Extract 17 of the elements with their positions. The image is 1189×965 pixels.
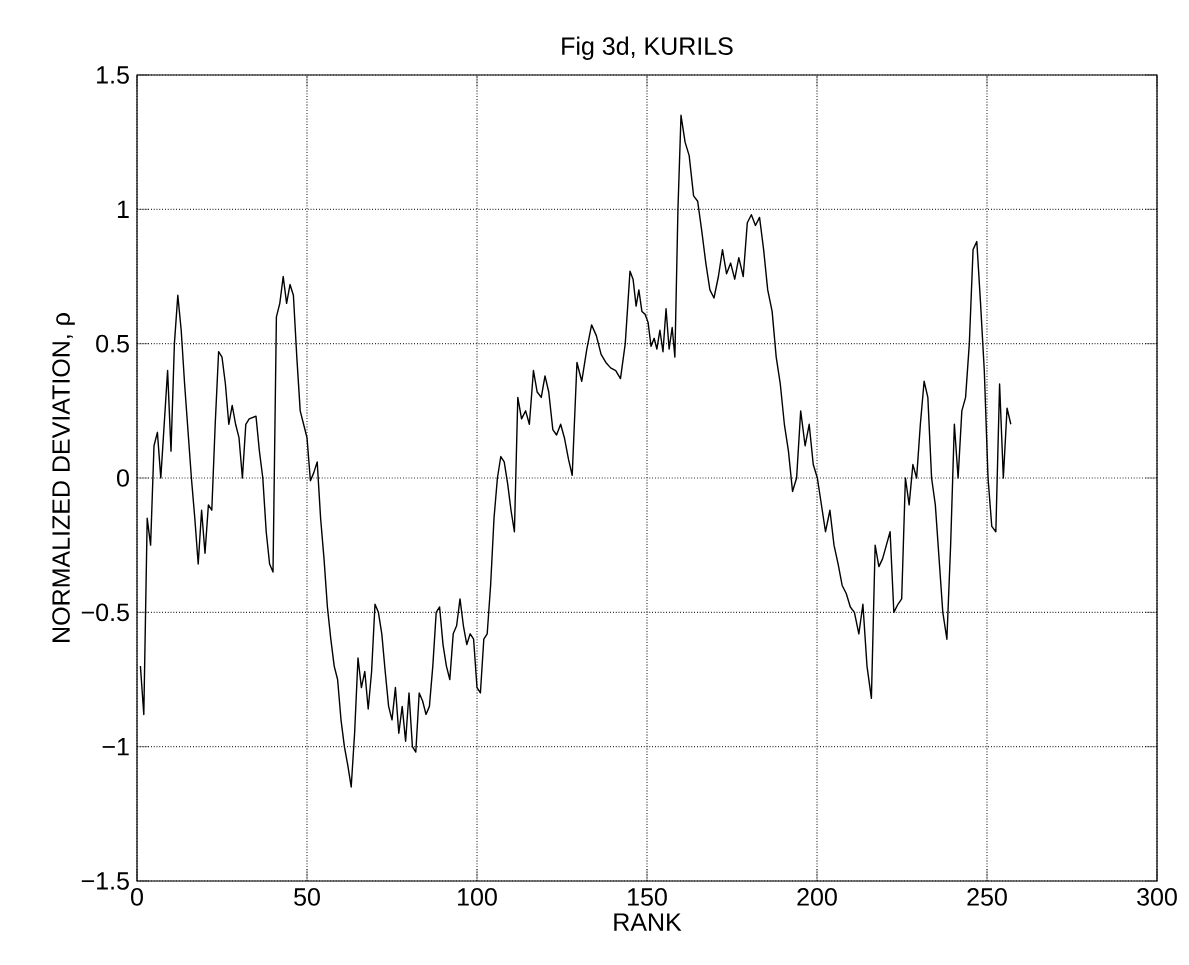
y-tick-label: 0 <box>117 469 129 487</box>
y-tick-label: −1 <box>102 738 129 756</box>
x-tick-label: 100 <box>458 888 497 906</box>
y-tick-label: 1.5 <box>97 66 129 84</box>
x-axis-title: RANK <box>614 913 682 931</box>
x-tick-label: 0 <box>131 888 143 906</box>
x-tick-label: 150 <box>628 888 667 906</box>
chart-title: Fig 3d, KURILS <box>562 36 733 60</box>
y-tick-label: 1 <box>117 200 129 218</box>
y-axis-title: NORMALIZED DEVIATION, ρ <box>52 313 75 642</box>
y-tick-label: 0.5 <box>96 334 129 353</box>
x-tick-label: 300 <box>1137 888 1177 906</box>
y-tick-label: −1.5 <box>81 872 129 890</box>
y-tick-label: −0.5 <box>81 603 129 622</box>
x-tick-label: 200 <box>797 888 837 906</box>
x-tick-label: 50 <box>294 888 320 906</box>
x-tick-label: 250 <box>967 888 1007 906</box>
